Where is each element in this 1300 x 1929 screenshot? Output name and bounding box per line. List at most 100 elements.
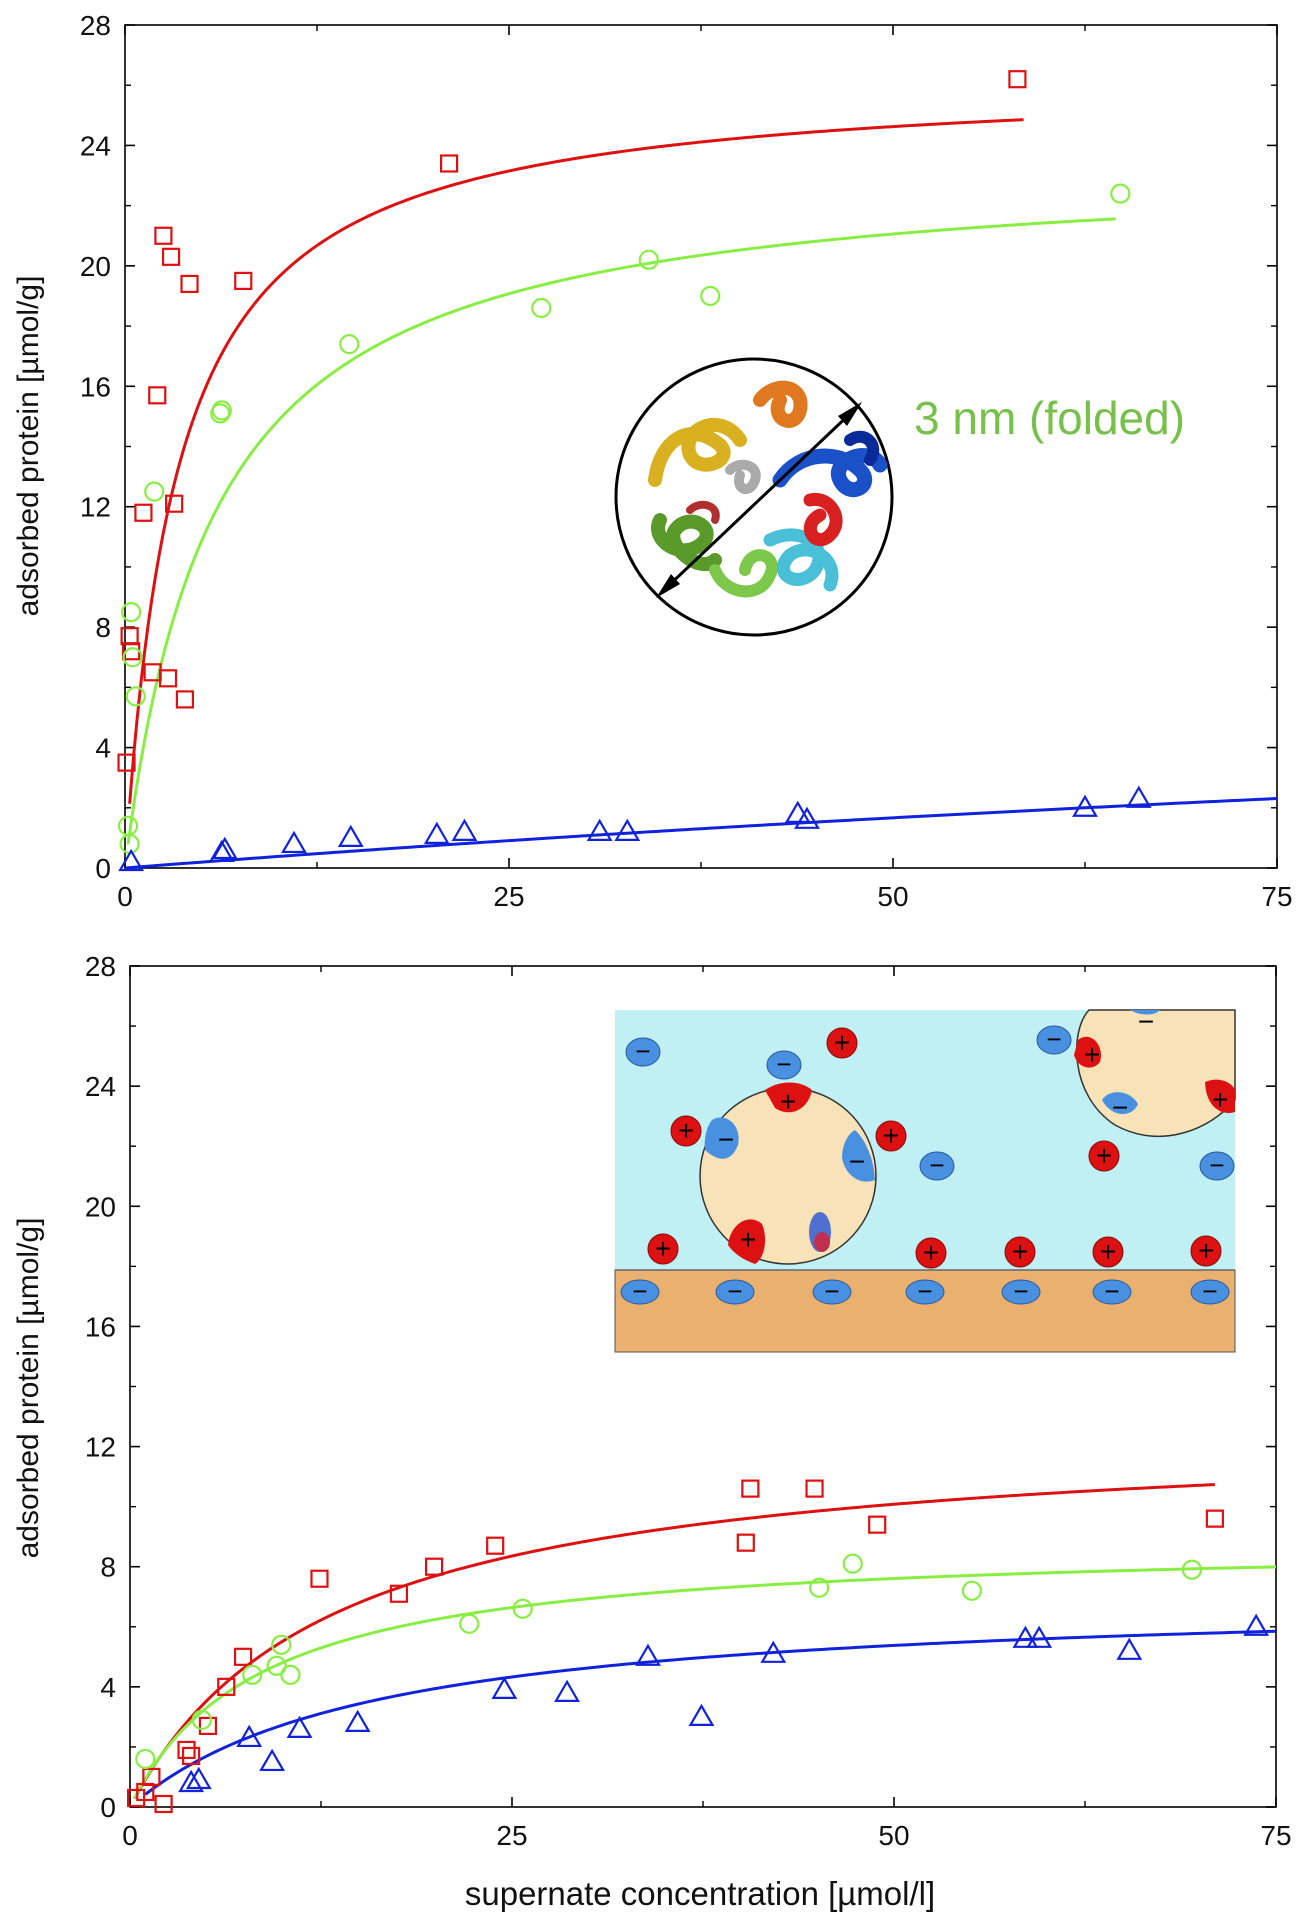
plus-sign: +: [1198, 1235, 1214, 1266]
data-point-square: [127, 1788, 146, 1808]
x-axis-label: supernate concentration [µmol/l]: [465, 1875, 935, 1912]
arrow-head-upper: [838, 402, 862, 426]
fit-curve-green-circles: [126, 217, 1116, 845]
fit-curves-top: [124, 118, 1278, 870]
negative-ion: [919, 1151, 955, 1181]
fit-curve-red-squares: [128, 118, 1024, 804]
electrostatic-inset: − −−− −++ +++ + + + +− − − − − − −+−−++− +−: [614, 1006, 1236, 1353]
plus-sign: +: [678, 1115, 694, 1146]
data-point-square: [868, 1515, 887, 1534]
negative-ion: [1036, 1025, 1072, 1055]
minus-sign: −: [718, 1124, 734, 1155]
data-point-square: [1008, 70, 1027, 89]
data-point-circle: [809, 1577, 830, 1598]
data-point-square: [120, 627, 139, 646]
positive-ion: [1092, 1236, 1124, 1268]
minus-sign: −: [1112, 1092, 1128, 1123]
data-point-triangle: [586, 818, 613, 841]
data-point-triangle: [236, 1724, 263, 1748]
y-tick-label: 20: [85, 1191, 116, 1222]
y-tick-label: 28: [85, 951, 116, 982]
data-point-triangle: [1026, 1625, 1053, 1648]
data-point-triangle: [1072, 794, 1098, 817]
plus-sign: +: [1084, 1039, 1100, 1070]
data-point-triangle: [760, 1640, 787, 1663]
minus-sign: −: [776, 1049, 791, 1079]
plus-sign: +: [923, 1237, 939, 1268]
data-point-square: [310, 1569, 329, 1588]
data-point-circle: [191, 1709, 212, 1730]
data-point-circle: [271, 1634, 292, 1655]
data-point-circle: [842, 1553, 863, 1574]
data-points-top: [117, 70, 1152, 872]
protein-patch: [814, 1232, 830, 1252]
protein-patch: [1130, 1010, 1160, 1015]
y-tick-label: 8: [95, 612, 111, 643]
positive-ion: [1088, 1140, 1120, 1172]
data-point-square: [198, 1716, 218, 1736]
plus-sign: +: [883, 1120, 899, 1151]
data-point-square: [158, 669, 178, 688]
minus-sign: −: [1209, 1150, 1224, 1180]
data-point-circle: [135, 1748, 156, 1770]
surface-negative-site: [905, 1279, 945, 1305]
data-point-triangle: [423, 821, 450, 844]
positive-ion: [875, 1120, 907, 1152]
data-point-circle: [531, 297, 552, 319]
minus-sign: −: [1046, 1024, 1061, 1054]
minus-sign: −: [635, 1036, 650, 1066]
plus-sign: +: [740, 1224, 756, 1255]
minus-sign: −: [1138, 1006, 1154, 1037]
inset-ions: [620, 1025, 1235, 1305]
bottom-panel: 0 4 8 12 16 20 24 28 0 25 50 75: [12, 951, 1292, 1912]
data-point-triangle: [337, 824, 364, 847]
plus-sign: +: [655, 1233, 671, 1264]
minus-sign: −: [929, 1150, 944, 1180]
y-tick-label: 0: [95, 853, 111, 884]
minus-sign: −: [849, 1146, 865, 1177]
data-point-triangle: [1116, 1637, 1143, 1660]
data-point-circle: [266, 1655, 287, 1676]
surface-negative-site: [715, 1279, 755, 1305]
data-point-triangle: [784, 800, 811, 823]
diameter-arrow: [662, 408, 856, 592]
protein-patch: [765, 1082, 812, 1113]
protein-patch: [728, 1219, 766, 1264]
data-point-square: [165, 494, 184, 513]
data-point-square: [805, 1479, 824, 1498]
positive-ion: [1190, 1235, 1222, 1267]
data-point-triangle: [635, 1643, 661, 1666]
x-tick-label: 25: [493, 881, 524, 912]
data-point-square: [234, 271, 253, 291]
protein-patch: [1102, 1092, 1138, 1115]
data-point-square: [389, 1584, 409, 1603]
negative-ion: [1199, 1151, 1235, 1181]
data-point-circle: [242, 1664, 263, 1685]
protein-ribbon-illustration: [648, 380, 888, 598]
plus-sign: +: [1212, 1084, 1228, 1115]
plus-sign: +: [834, 1027, 850, 1058]
data-point-circle: [638, 249, 659, 270]
data-point-triangle: [178, 1769, 205, 1793]
x-tick-label: 25: [496, 1820, 527, 1851]
data-point-triangle: [451, 818, 478, 841]
surface-negative-site: [1092, 1279, 1132, 1305]
data-point-circle: [700, 285, 721, 307]
data-point-square: [180, 274, 199, 294]
surface-negative-site: [812, 1279, 852, 1305]
y-tick-label: 4: [100, 1672, 116, 1703]
data-point-square: [182, 1746, 201, 1766]
y-tick-label: 24: [80, 130, 111, 161]
data-point-circle: [121, 601, 142, 623]
data-point-circle: [339, 334, 360, 355]
data-point-triangle: [491, 1676, 518, 1699]
data-point-triangle: [344, 1709, 371, 1733]
data-point-square: [217, 1677, 236, 1696]
data-point-triangle: [688, 1703, 715, 1726]
data-point-square: [1205, 1509, 1224, 1528]
minus-sign: −: [632, 1276, 647, 1306]
data-point-triangle: [286, 1715, 313, 1739]
fit-curve-green-circles: [133, 1565, 1277, 1799]
plus-sign: +: [1100, 1236, 1116, 1267]
